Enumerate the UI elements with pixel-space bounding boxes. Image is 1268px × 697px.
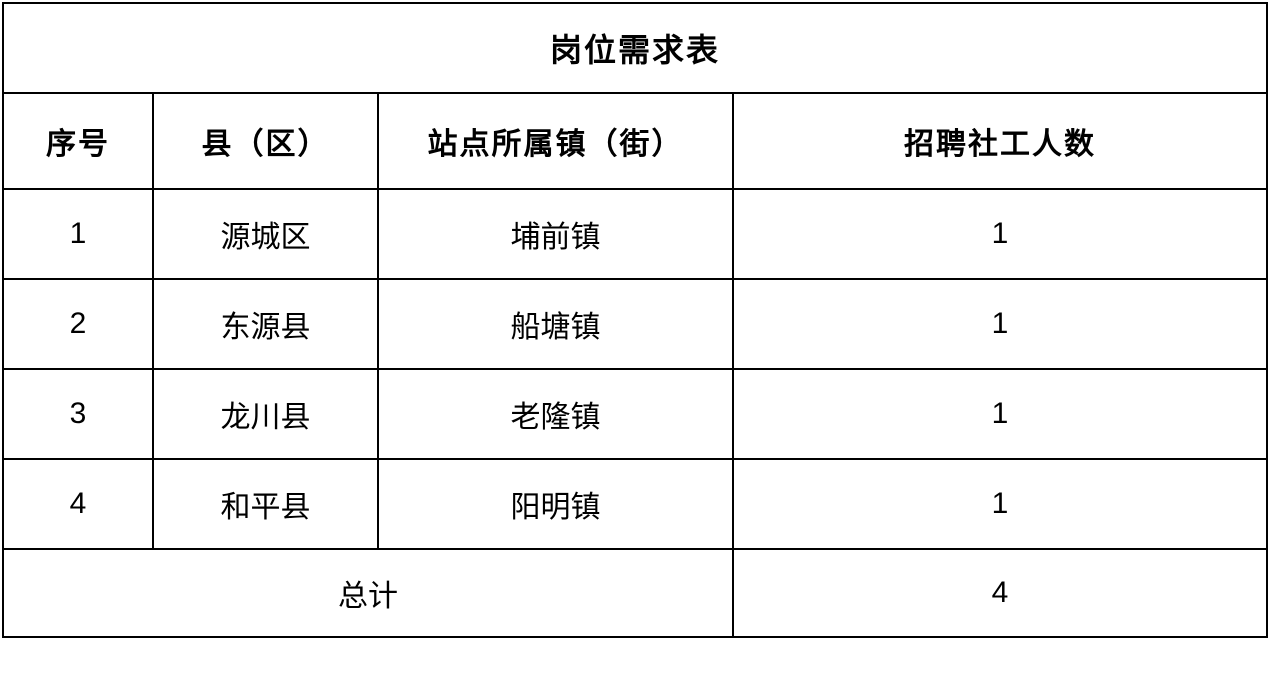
cell-town: 阳明镇 xyxy=(378,459,733,549)
header-town: 站点所属镇（街） xyxy=(378,93,733,189)
cell-count: 1 xyxy=(733,369,1267,459)
cell-count: 1 xyxy=(733,279,1267,369)
cell-number: 4 xyxy=(3,459,153,549)
table-row: 4 和平县 阳明镇 1 xyxy=(3,459,1267,549)
cell-town: 埔前镇 xyxy=(378,189,733,279)
table-total-row: 总计 4 xyxy=(3,549,1267,637)
total-value: 4 xyxy=(733,549,1267,637)
cell-town: 老隆镇 xyxy=(378,369,733,459)
table-row: 3 龙川县 老隆镇 1 xyxy=(3,369,1267,459)
cell-district: 东源县 xyxy=(153,279,378,369)
cell-district: 龙川县 xyxy=(153,369,378,459)
cell-district: 源城区 xyxy=(153,189,378,279)
cell-number: 1 xyxy=(3,189,153,279)
cell-district: 和平县 xyxy=(153,459,378,549)
table-title-row: 岗位需求表 xyxy=(3,3,1267,93)
total-label: 总计 xyxy=(3,549,733,637)
cell-town: 船塘镇 xyxy=(378,279,733,369)
table-row: 2 东源县 船塘镇 1 xyxy=(3,279,1267,369)
cell-number: 2 xyxy=(3,279,153,369)
table-title: 岗位需求表 xyxy=(3,3,1267,93)
cell-count: 1 xyxy=(733,459,1267,549)
job-requirements-table: 岗位需求表 序号 县（区） 站点所属镇（街） 招聘社工人数 1 源城区 埔前镇 … xyxy=(2,2,1268,638)
header-district: 县（区） xyxy=(153,93,378,189)
table-header-row: 序号 县（区） 站点所属镇（街） 招聘社工人数 xyxy=(3,93,1267,189)
cell-number: 3 xyxy=(3,369,153,459)
header-number: 序号 xyxy=(3,93,153,189)
header-count: 招聘社工人数 xyxy=(733,93,1267,189)
table-row: 1 源城区 埔前镇 1 xyxy=(3,189,1267,279)
cell-count: 1 xyxy=(733,189,1267,279)
